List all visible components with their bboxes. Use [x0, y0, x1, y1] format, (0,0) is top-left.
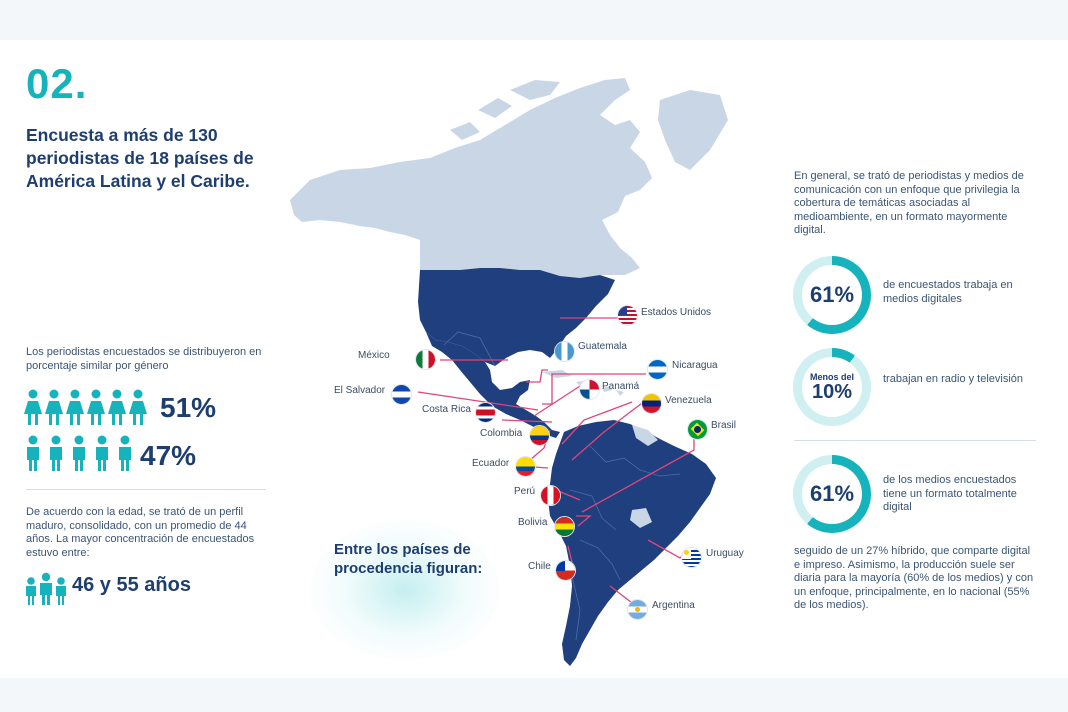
age-range: 46 y 55 años	[72, 574, 191, 596]
country-label-guatemala: Guatemala	[578, 341, 627, 352]
left-divider	[26, 489, 266, 490]
stat2-prefix: Menos del	[809, 372, 854, 382]
south-america-shape	[548, 420, 716, 666]
stat3-value: 61%	[809, 481, 855, 506]
nicaragua-flag	[648, 360, 667, 379]
uruguay-flag	[682, 548, 701, 567]
argentina-flag	[628, 600, 647, 619]
men-icons	[27, 435, 131, 471]
country-label-uruguay: Uruguay	[706, 548, 744, 559]
peru-flag	[541, 486, 560, 505]
chile-flag	[556, 561, 575, 580]
section-number: 02.	[26, 60, 88, 107]
page-title: Encuesta a más de 130 periodistas de 18 …	[26, 125, 254, 191]
right-outro: seguido de un 27% híbrido, que comparte …	[794, 545, 1034, 611]
country-label-panama: Panamá	[602, 381, 640, 392]
stat2-ring: Menos del 10%	[793, 348, 871, 426]
mexico-flag	[416, 350, 435, 369]
stat1-text: de encuestados trabaja en medios digital…	[883, 279, 1013, 305]
stat1-ring: 61%	[793, 256, 871, 334]
country-label-ecuador: Ecuador	[472, 458, 510, 469]
pointer-arrows	[417, 317, 695, 610]
stat1-value: 61%	[809, 282, 855, 307]
stat2-value: 10%	[811, 381, 853, 403]
country-label-venezuela: Venezuela	[665, 395, 712, 406]
right-divider	[794, 440, 1036, 441]
country-label-nicaragua: Nicaragua	[672, 360, 718, 371]
country-label-mexico: México	[358, 350, 390, 361]
top-band	[0, 0, 1068, 40]
stat3-ring: 61%	[793, 455, 871, 533]
americas-map	[290, 78, 728, 666]
mexico-central-america-shape	[426, 332, 560, 438]
bolivia-flag	[555, 517, 574, 536]
guatemala-flag	[555, 342, 574, 361]
country-label-brasil: Brasil	[711, 420, 737, 431]
country-label-bolivia: Bolivia	[518, 517, 548, 528]
age-intro: De acuerdo con la edad, se trató de un p…	[26, 506, 255, 559]
country-borders	[443, 331, 681, 641]
north-america-light	[290, 78, 728, 278]
usa-shape	[418, 268, 615, 366]
country-label-argentina: Argentina	[652, 600, 695, 611]
women-percentage: 51%	[160, 392, 217, 423]
panama-flag	[580, 380, 599, 399]
costa-rica-flag	[476, 403, 495, 422]
venezuela-flag	[642, 394, 661, 413]
stat3-text: de los medios encuestados tiene un forma…	[883, 474, 1017, 513]
bottom-band	[0, 678, 1068, 712]
map-caption: Entre los países de procedencia figuran:	[334, 541, 483, 577]
women-icons	[24, 389, 147, 425]
gender-intro: Los periodistas encuestados se distribuy…	[26, 346, 262, 372]
country-label-peru: Perú	[514, 486, 536, 497]
country-label-el-salvador: El Salvador	[334, 385, 386, 396]
country-label-chile: Chile	[528, 561, 551, 572]
el-salvador-flag	[392, 385, 411, 404]
country-label-colombia: Colombia	[480, 428, 523, 439]
south-america-light-regions	[630, 425, 658, 528]
group-icon	[26, 572, 66, 605]
right-intro: En general, se trató de periodistas y me…	[794, 170, 1024, 236]
country-label-costa-rica: Costa Rica	[422, 404, 471, 415]
brazil-flag	[688, 420, 707, 439]
men-percentage: 47%	[140, 440, 197, 471]
us-flag	[618, 306, 637, 325]
colombia-flag	[530, 426, 549, 445]
country-label-estados-unidos: Estados Unidos	[641, 307, 712, 318]
ecuador-flag	[516, 457, 535, 476]
caption-glow	[310, 520, 500, 660]
stat2-text: trabajan en radio y televisión	[883, 373, 1024, 385]
